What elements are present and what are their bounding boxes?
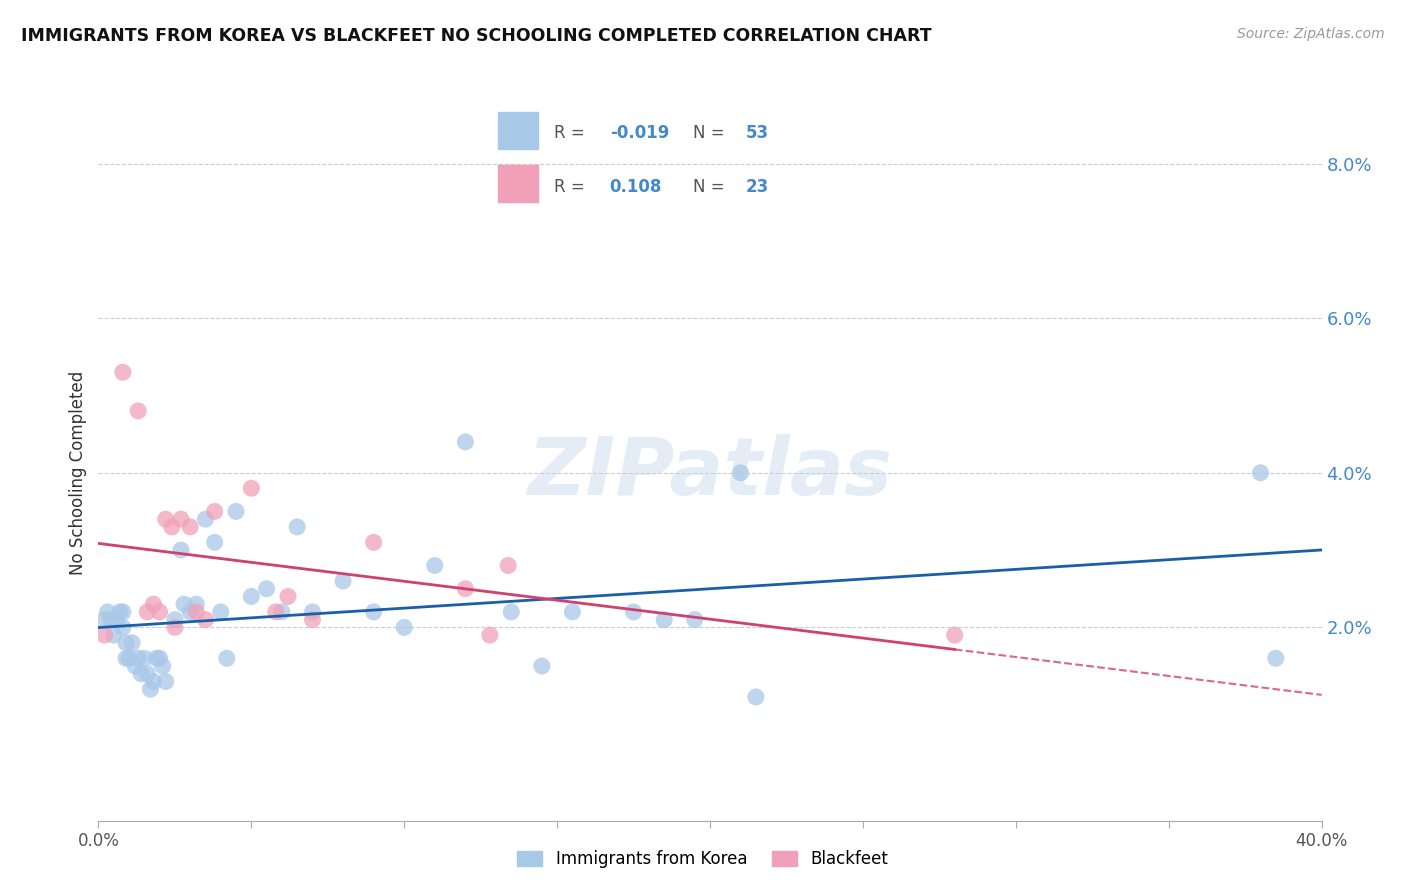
Point — [496, 558, 519, 573]
Point — [142, 674, 165, 689]
Point — [163, 620, 186, 634]
Point — [301, 613, 323, 627]
Point — [145, 651, 167, 665]
Point — [160, 520, 183, 534]
Point — [392, 620, 416, 634]
Point — [115, 636, 138, 650]
Point — [454, 434, 477, 449]
Point — [652, 613, 675, 627]
Point — [264, 605, 287, 619]
Point — [127, 404, 149, 418]
Point — [105, 613, 128, 627]
Point — [454, 582, 477, 596]
Text: IMMIGRANTS FROM KOREA VS BLACKFEET NO SCHOOLING COMPLETED CORRELATION CHART: IMMIGRANTS FROM KOREA VS BLACKFEET NO SC… — [21, 27, 932, 45]
Point — [152, 659, 174, 673]
Point — [204, 504, 226, 518]
Point — [332, 574, 354, 588]
Point — [97, 605, 120, 619]
Text: R =: R = — [554, 124, 585, 142]
Point — [363, 535, 385, 549]
Point — [623, 605, 645, 619]
Legend: Immigrants from Korea, Blackfeet: Immigrants from Korea, Blackfeet — [510, 844, 896, 875]
Point — [215, 651, 238, 665]
Text: 53: 53 — [745, 124, 769, 142]
Point — [240, 481, 263, 495]
Point — [478, 628, 501, 642]
Text: ZIPatlas: ZIPatlas — [527, 434, 893, 512]
Point — [173, 597, 195, 611]
Point — [285, 520, 308, 534]
Point — [225, 504, 247, 518]
Point — [93, 613, 115, 627]
Point — [93, 628, 115, 642]
Y-axis label: No Schooling Completed: No Schooling Completed — [69, 371, 87, 574]
Text: -0.019: -0.019 — [610, 124, 669, 142]
Point — [270, 605, 292, 619]
Point — [301, 605, 323, 619]
Point — [186, 597, 208, 611]
Point — [943, 628, 966, 642]
Point — [423, 558, 446, 573]
Point — [745, 690, 768, 704]
Point — [204, 535, 226, 549]
Point — [139, 682, 162, 697]
Point — [108, 605, 131, 619]
Text: 23: 23 — [745, 178, 769, 195]
Text: Source: ZipAtlas.com: Source: ZipAtlas.com — [1237, 27, 1385, 41]
Point — [730, 466, 752, 480]
Point — [115, 651, 138, 665]
Point — [111, 620, 134, 634]
Point — [149, 605, 172, 619]
Point — [118, 651, 141, 665]
Point — [149, 651, 172, 665]
Point — [179, 520, 201, 534]
Point — [186, 605, 208, 619]
Point — [136, 666, 159, 681]
Point — [277, 590, 299, 604]
Point — [179, 605, 201, 619]
Point — [155, 512, 177, 526]
Point — [170, 512, 193, 526]
Text: 0.108: 0.108 — [610, 178, 662, 195]
Text: R =: R = — [554, 178, 585, 195]
Point — [170, 543, 193, 558]
Point — [1264, 651, 1286, 665]
Point — [136, 605, 159, 619]
Point — [256, 582, 278, 596]
Text: N =: N = — [693, 124, 724, 142]
Point — [155, 674, 177, 689]
Point — [530, 659, 553, 673]
Point — [1249, 466, 1271, 480]
Point — [209, 605, 232, 619]
Point — [121, 636, 143, 650]
Point — [111, 365, 134, 379]
Point — [501, 605, 523, 619]
Text: N =: N = — [693, 178, 724, 195]
Point — [142, 597, 165, 611]
Bar — [498, 165, 538, 202]
Point — [103, 628, 125, 642]
Point — [127, 651, 149, 665]
Point — [194, 512, 217, 526]
Point — [163, 613, 186, 627]
Point — [194, 613, 217, 627]
Point — [561, 605, 583, 619]
Point — [240, 590, 263, 604]
Point — [111, 605, 134, 619]
Point — [100, 613, 122, 627]
Bar — [498, 112, 538, 149]
Point — [124, 659, 146, 673]
Point — [134, 651, 156, 665]
Point — [683, 613, 706, 627]
Point — [129, 666, 152, 681]
Point — [363, 605, 385, 619]
